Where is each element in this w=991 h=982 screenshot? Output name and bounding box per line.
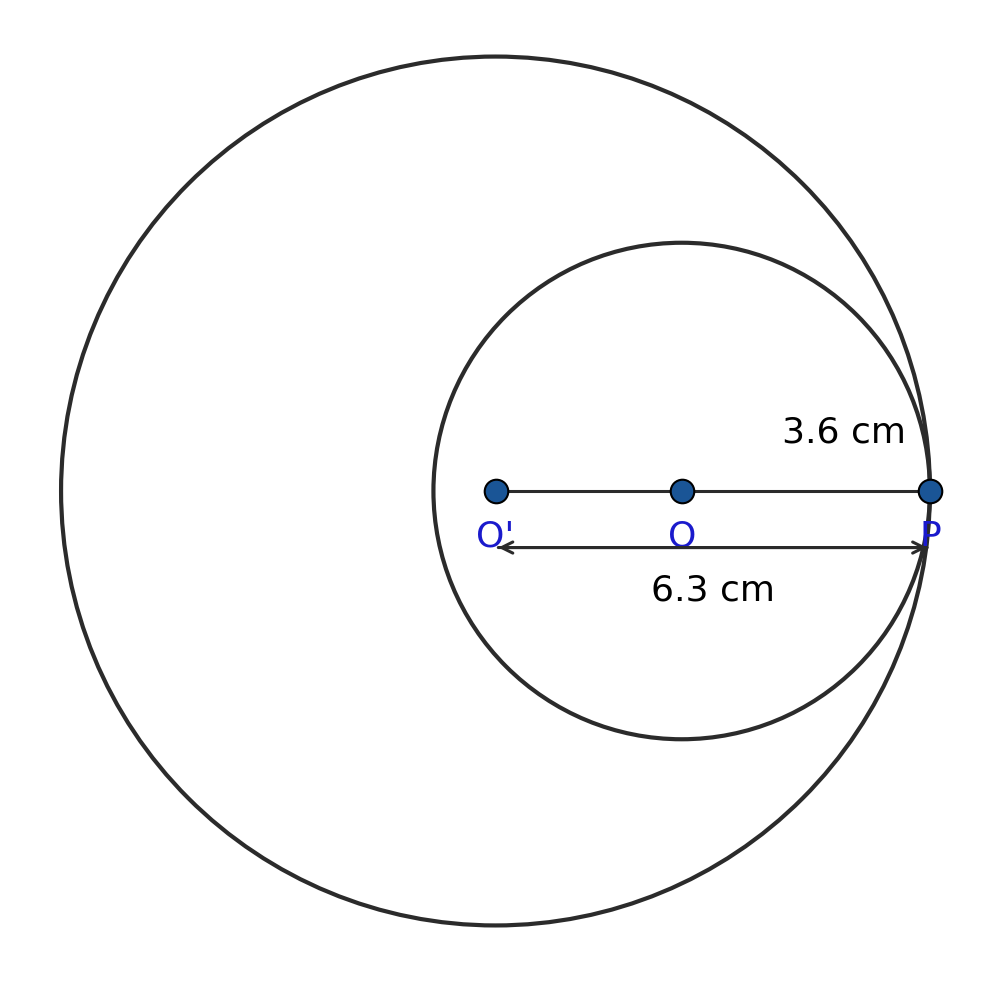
Text: 6.3 cm: 6.3 cm bbox=[651, 573, 775, 608]
Point bbox=[674, 483, 690, 499]
Text: P: P bbox=[919, 519, 940, 554]
Point bbox=[488, 483, 503, 499]
Point bbox=[922, 483, 937, 499]
Text: 3.6 cm: 3.6 cm bbox=[782, 415, 906, 450]
Text: O': O' bbox=[477, 519, 514, 554]
Text: O: O bbox=[668, 519, 696, 554]
